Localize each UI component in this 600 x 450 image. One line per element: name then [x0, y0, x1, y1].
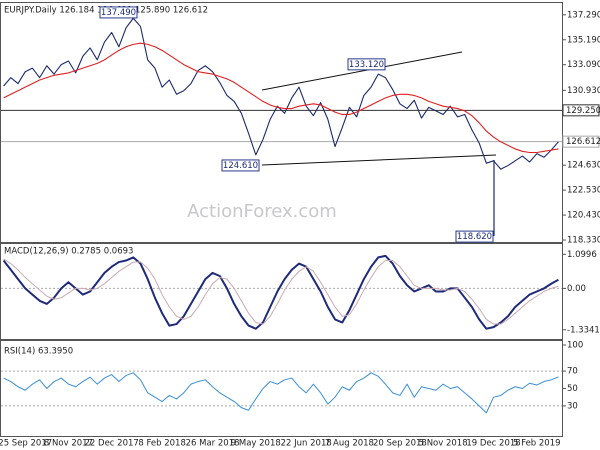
x-tick-label: 8 Nov 2017 [44, 439, 93, 449]
y-tick-label: 130.930 [567, 86, 600, 96]
x-tick-label: 22 Jun 2018 [281, 439, 332, 449]
rsi-panel [0, 340, 563, 437]
x-tick-label: 26 Mar 2018 [186, 439, 240, 449]
series-line [3, 258, 559, 325]
annotation-label: 133.120 [349, 60, 384, 70]
watermark: ActionForex.com [187, 201, 337, 222]
x-tick-label: 7 Aug 2018 [325, 439, 374, 449]
y-tick-label: 1.0996 [567, 250, 597, 260]
level-label: 126.612 [566, 137, 600, 147]
y-tick-label: 118.330 [567, 236, 600, 246]
y-tick-label: 100 [567, 341, 583, 351]
level-label: 129.250 [566, 106, 600, 116]
x-tick-label: 22 Dec 2017 [85, 439, 139, 449]
x-tick-label: 25 Sep 2017 [0, 439, 52, 449]
annotation-label: 124.610 [223, 161, 258, 171]
annotation-box [99, 6, 138, 19]
x-tick-label: 9 May 2018 [231, 439, 281, 449]
series-line [3, 372, 559, 414]
y-tick-label: 50 [567, 384, 578, 394]
y-tick-label: 122.530 [567, 186, 600, 196]
level-tag [562, 135, 600, 148]
upper-trendline [261, 51, 463, 91]
annotation-label: 118.620 [457, 232, 492, 242]
series-line [3, 42, 559, 154]
panel-title: RSI(14) 63.3950 [4, 347, 73, 357]
x-tick-label: 19 Dec 2018 [466, 439, 520, 449]
annotation-label: 137.490 [101, 8, 136, 18]
macd-panel [0, 243, 563, 340]
price-panel [0, 2, 563, 243]
x-tick-label: 5 Feb 2019 [513, 439, 561, 449]
panel-title: MACD(12,26,9) 0.2785 0.0693 [4, 247, 133, 257]
annotation-box [347, 58, 386, 71]
y-tick-label: 124.630 [567, 161, 600, 171]
y-tick-label: 70 [567, 367, 578, 377]
series-line [2, 254, 559, 330]
x-tick-label: 20 Sep 2018 [373, 439, 427, 449]
y-tick-label: 133.090 [567, 60, 600, 70]
lower-trendline [261, 154, 497, 166]
y-tick-label: 120.430 [567, 211, 600, 221]
y-tick-label: -1.3341 [567, 325, 600, 335]
series-line [3, 17, 559, 170]
y-tick-label: 30 [567, 401, 578, 411]
x-tick-label: 5 Nov 2018 [419, 439, 468, 449]
level-tag [562, 104, 600, 117]
annotation-box [455, 230, 494, 243]
x-tick-label: 8 Feb 2018 [138, 439, 186, 449]
annotation-box [221, 159, 260, 172]
y-tick-label: 137.290 [567, 10, 600, 20]
y-tick-label: 0.00 [567, 284, 586, 294]
y-tick-label: 135.190 [567, 35, 600, 45]
